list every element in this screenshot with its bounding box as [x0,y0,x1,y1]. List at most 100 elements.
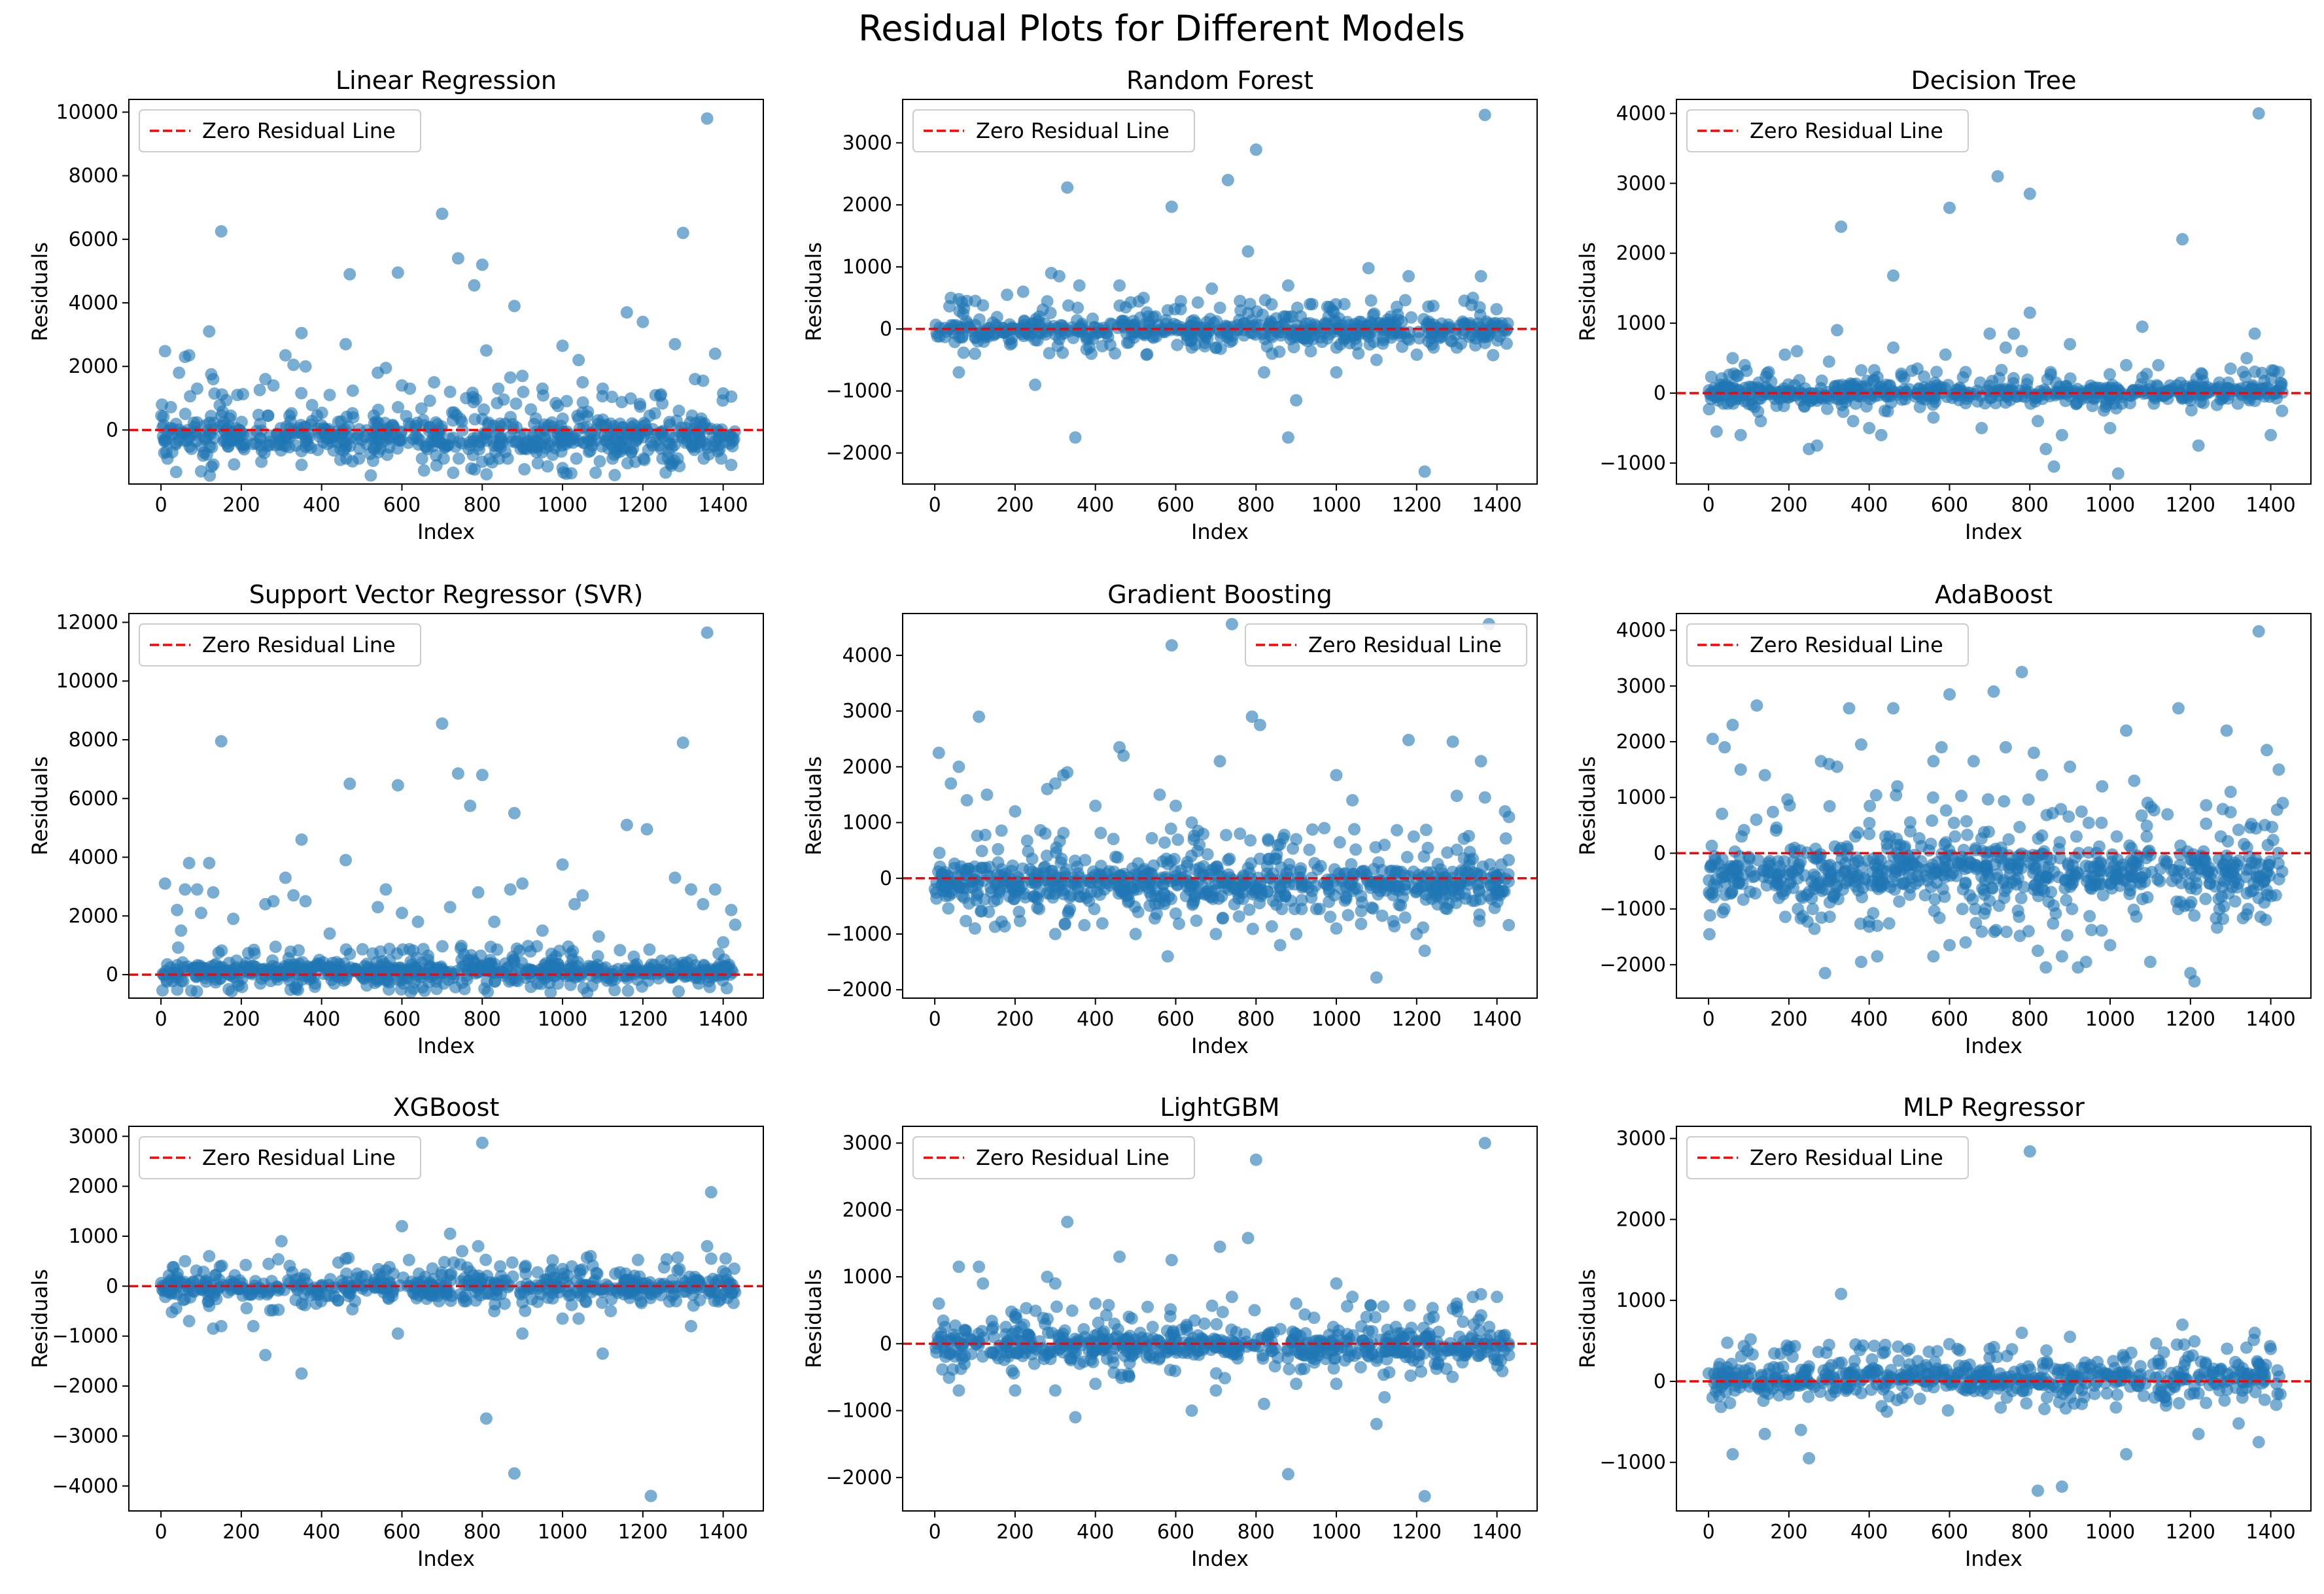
data-point [2221,835,2234,848]
data-point [2006,385,2019,397]
outlier-point [195,907,207,920]
outlier-point [339,854,352,867]
data-point [215,944,228,957]
y-tick-label: 0 [880,867,892,890]
data-point [1294,862,1308,875]
data-point [933,846,946,859]
legend: Zero Residual Line [912,109,1195,152]
x-tick-label: 0 [155,1008,167,1031]
data-point [176,956,189,969]
data-point [1039,827,1052,840]
data-point [1951,389,1964,402]
data-point [423,394,436,407]
outlier-point [1069,431,1082,444]
data-point [697,452,710,465]
data-point [692,977,705,990]
data-point [1716,906,1729,919]
data-point [1223,883,1236,896]
data-point [1491,870,1503,883]
y-tick-label: 3000 [842,700,892,723]
data-point [1355,918,1368,930]
data-point [576,396,589,409]
x-tick-label: 200 [222,1008,260,1031]
data-point [1148,912,1161,925]
data-point [1111,851,1124,864]
data-point [1956,903,1969,916]
data-point [680,956,693,969]
data-point [2161,808,2174,821]
scatter-points [1703,107,2289,480]
y-tick-label: 2000 [842,194,892,217]
subplot-title: Gradient Boosting [1107,580,1332,609]
legend-label: Zero Residual Line [1750,632,1943,657]
data-point [402,417,415,430]
outlier-point [287,358,300,372]
outlier-point [969,922,981,935]
data-point [2082,816,2095,829]
data-point [1208,884,1221,897]
data-point [2036,829,2049,842]
y-tick-label: −2000 [826,442,892,465]
data-point [1241,861,1255,875]
data-point [535,977,548,990]
data-point [1153,897,1166,910]
data-point [601,430,614,442]
data-point [1073,321,1086,334]
data-point [226,433,239,446]
outlier-point [468,279,481,292]
data-point [1848,857,1861,870]
data-point [1256,308,1269,321]
outlier-point [436,207,449,220]
data-point [235,415,248,428]
y-tick-label: 0 [106,963,118,986]
subplot-title: AdaBoost [1935,580,2053,609]
outlier-point [973,710,986,723]
data-point [672,985,685,998]
data-point [462,963,475,977]
data-point [2013,821,2026,833]
outlier-point [1253,718,1266,731]
data-point [1160,852,1173,865]
outlier-point [295,326,308,339]
data-point [1122,894,1136,907]
data-point [544,986,557,998]
data-point [2174,848,2187,861]
data-point [458,982,471,996]
data-point [1998,884,2011,897]
data-point [1714,382,1727,395]
data-point [1295,893,1308,907]
data-point [1088,321,1101,334]
outlier-point [725,903,738,916]
outlier-point [2172,702,2185,715]
x-tick-label: 400 [1850,1008,1888,1031]
outlier-point [179,883,192,896]
data-point [1306,823,1319,836]
data-point [1922,844,1935,857]
outlier-point [1073,279,1086,292]
data-point [2044,366,2057,379]
x-tick-label: 800 [2011,494,2049,517]
outlier-point [2136,321,2149,333]
data-point [2248,365,2261,378]
data-point [608,468,621,481]
data-point [2220,849,2233,862]
x-tick-label: 1000 [538,1008,587,1031]
data-point [1306,884,1319,897]
y-axis-label: Residuals [27,756,52,856]
data-point [2075,805,2088,818]
data-point [1159,317,1172,330]
data-point [2103,368,2116,381]
data-point [942,902,955,915]
outlier-point [2240,352,2253,365]
outlier-point [952,366,965,379]
data-point [468,463,481,476]
outlier-point [620,818,633,831]
outlier-point [182,349,196,362]
data-point [1349,843,1362,856]
outlier-point [701,112,714,125]
data-point [983,861,996,873]
outlier-point [343,777,356,790]
data-point [1323,883,1336,896]
data-point [264,429,277,442]
outlier-point [516,370,529,383]
